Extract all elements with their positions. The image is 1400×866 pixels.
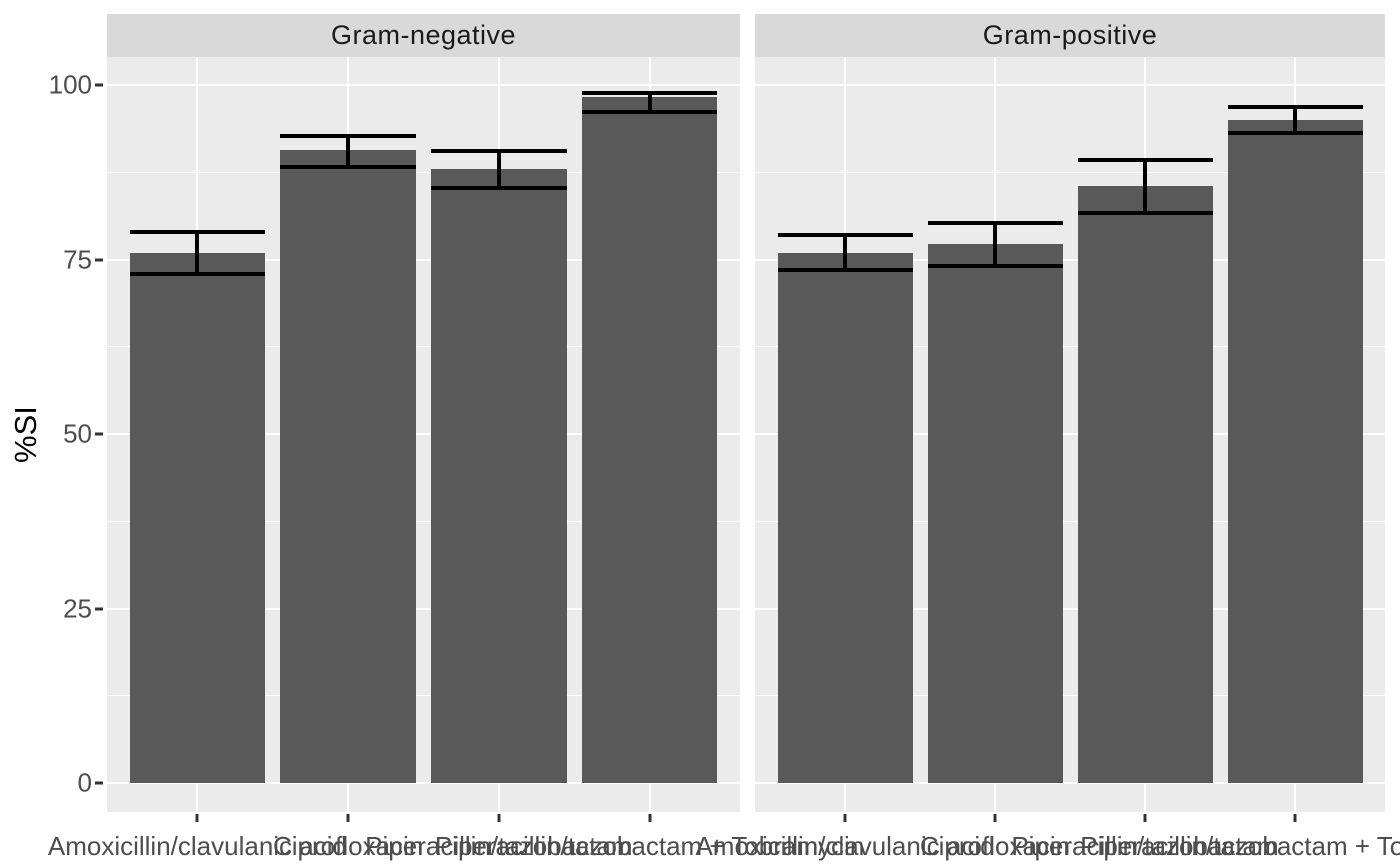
facet-strip: Gram-negative bbox=[107, 14, 740, 57]
gridline-major-y bbox=[755, 782, 1385, 784]
y-tick-label: 75 bbox=[63, 244, 92, 274]
x-tick bbox=[648, 814, 652, 822]
gridline-minor-y bbox=[107, 171, 740, 173]
y-tick-label: 50 bbox=[63, 418, 92, 449]
gridline-major-y bbox=[107, 782, 740, 784]
gridline-major-y bbox=[755, 607, 1385, 610]
gridline-major-y bbox=[107, 433, 740, 435]
x-axis-label: Piperacillin/tazobactam bbox=[365, 831, 633, 861]
bar bbox=[1227, 119, 1363, 783]
error-bar-line bbox=[647, 93, 652, 113]
error-bar-lower-cap bbox=[1227, 131, 1363, 136]
x-axis-label: Piperacillin/tazobactam + Tobramycin bbox=[434, 831, 865, 861]
error-bar-lower-cap bbox=[927, 263, 1063, 268]
x-axis-label: Piperacillin/tazobactam + Tobramycin bbox=[1080, 831, 1400, 861]
bar bbox=[927, 244, 1063, 783]
y-tick bbox=[95, 258, 103, 261]
gridline-minor-y bbox=[107, 695, 740, 697]
bar bbox=[280, 149, 416, 783]
error-bar-lower-cap bbox=[581, 110, 718, 115]
x-tick bbox=[497, 814, 501, 822]
y-tick-label: 25 bbox=[63, 593, 92, 623]
facet-title: Gram-negative bbox=[330, 20, 517, 50]
error-bar-line bbox=[346, 135, 351, 167]
x-tick bbox=[346, 814, 350, 822]
error-bar-line bbox=[843, 235, 847, 270]
x-axis-label: Piperacillin/tazobactam bbox=[1011, 831, 1279, 861]
gridline-major-y bbox=[107, 84, 740, 86]
error-bar-line bbox=[993, 222, 997, 266]
facet-panel bbox=[107, 57, 740, 812]
error-bar-lower-cap bbox=[1077, 211, 1213, 216]
y-tick-label: 0 bbox=[77, 767, 92, 798]
facet-panel bbox=[755, 57, 1385, 812]
facet-title: Gram-positive bbox=[982, 20, 1158, 50]
bar bbox=[777, 252, 913, 783]
x-axis-label: Ciprofloxacin bbox=[272, 831, 424, 861]
x-tick bbox=[1143, 814, 1147, 822]
gridline-major-y bbox=[755, 433, 1385, 435]
bar bbox=[581, 96, 718, 783]
bar bbox=[1077, 186, 1213, 783]
y-tick bbox=[95, 432, 103, 436]
x-axis-label: Amoxicillin/clavulanic acid bbox=[47, 831, 347, 861]
gridline-minor-y bbox=[755, 346, 1385, 348]
gridline-minor-y bbox=[755, 171, 1385, 173]
error-bar-lower-cap bbox=[431, 185, 567, 190]
error-bar-line bbox=[195, 231, 200, 275]
error-bar-line bbox=[1293, 106, 1297, 134]
x-axis-label: Ciprofloxacin bbox=[919, 831, 1071, 861]
gridline-major-y bbox=[107, 258, 740, 261]
x-tick bbox=[843, 814, 847, 822]
gridline-minor-y bbox=[755, 520, 1385, 522]
error-bar-lower-cap bbox=[129, 272, 266, 277]
facet-strip: Gram-positive bbox=[755, 14, 1385, 57]
gridline-minor-y bbox=[755, 695, 1385, 697]
error-bar-lower-cap bbox=[280, 164, 416, 169]
gridline-minor-y bbox=[107, 346, 740, 348]
y-tick bbox=[95, 781, 103, 785]
x-axis-label: Amoxicillin/clavulanic acid bbox=[695, 831, 995, 861]
error-bar-lower-cap bbox=[777, 267, 913, 272]
bar bbox=[129, 252, 266, 783]
error-bar-line bbox=[1143, 159, 1147, 214]
y-tick bbox=[95, 83, 103, 87]
gridline-major-y bbox=[107, 607, 740, 610]
x-tick bbox=[993, 814, 997, 822]
gridline-minor-y bbox=[107, 520, 740, 522]
bar bbox=[431, 168, 567, 783]
x-tick bbox=[1293, 814, 1297, 822]
error-bar-line bbox=[496, 150, 501, 188]
y-tick bbox=[95, 607, 103, 610]
gridline-major-y bbox=[755, 258, 1385, 261]
x-tick bbox=[195, 814, 199, 822]
gridline-major-y bbox=[755, 84, 1385, 86]
y-tick-label: 100 bbox=[48, 69, 92, 100]
